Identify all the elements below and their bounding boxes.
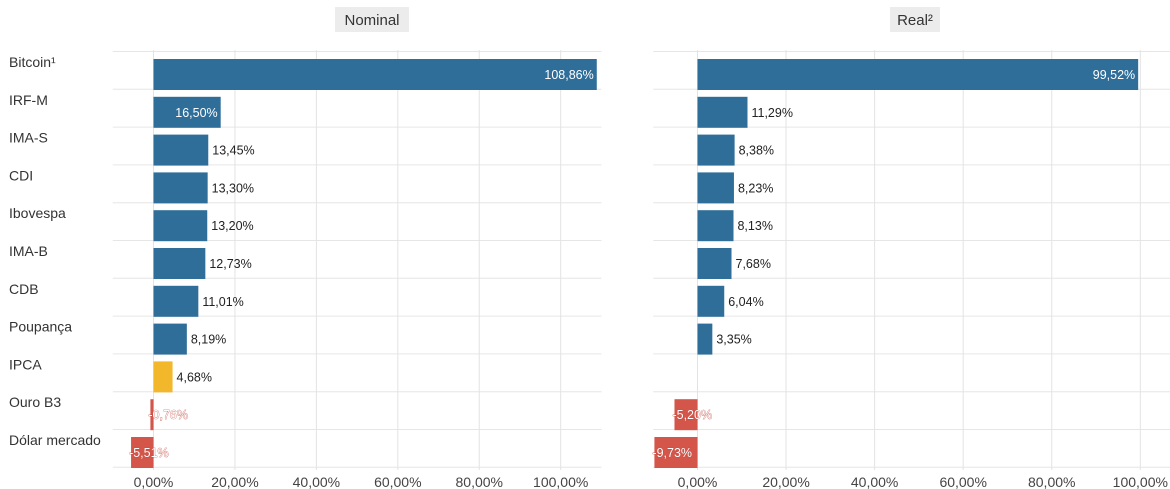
category-label-8: IPCA (9, 356, 42, 372)
data-label-1-9: -5,20% (672, 408, 712, 422)
x-tick-label: 40,00% (851, 474, 898, 489)
data-label-1-2: 8,38% (739, 144, 774, 158)
x-tick-label: 40,00% (293, 474, 340, 489)
bar-1-10 (654, 437, 698, 468)
data-label-0-10: -5,51% (129, 446, 169, 460)
x-tick-label: 100,00% (1113, 474, 1168, 489)
category-label-3: CDI (9, 167, 33, 183)
panel-title-background (890, 7, 940, 32)
data-label-0-6: 11,01% (202, 295, 243, 309)
x-tick-label: 80,00% (456, 474, 503, 489)
data-label-1-10: -9,73% (652, 446, 692, 460)
panel-title: Nominal (344, 12, 399, 29)
category-label-7: Poupança (9, 319, 72, 335)
bar-0-3 (153, 172, 208, 204)
data-label-0-7: 8,19% (191, 333, 226, 347)
data-label-1-1: 11,29% (751, 106, 792, 120)
bar-0-5 (153, 248, 206, 279)
bar-0-9 (150, 399, 154, 431)
bar-0-0 (153, 59, 597, 90)
data-label-1-7: 3,35% (716, 333, 751, 347)
bar-0-8 (153, 361, 173, 393)
x-tick-label: 0,00% (678, 474, 718, 489)
data-label-0-4: 13,20% (211, 219, 253, 233)
bar-1-5 (697, 248, 732, 279)
x-tick-label: 60,00% (939, 474, 986, 489)
data-label-0-8: 4,68% (177, 370, 212, 384)
data-label-1-6: 6,04% (728, 295, 763, 309)
data-label-1-0: 99,52% (1093, 68, 1135, 82)
data-label-1-4: 8,13% (737, 219, 772, 233)
category-label-4: Ibovespa (9, 205, 66, 221)
bar-0-2 (153, 134, 209, 166)
bar-1-7 (697, 323, 713, 355)
x-tick-label: 80,00% (1028, 474, 1075, 489)
category-label-0: Bitcoin¹ (9, 54, 56, 70)
bar-0-6 (153, 285, 199, 317)
data-label-1-3: 8,23% (738, 181, 773, 195)
bar-1-9 (674, 399, 698, 431)
bar-1-4 (697, 210, 734, 242)
x-tick-label: 20,00% (762, 474, 809, 489)
category-label-1: IRF-M (9, 92, 48, 108)
x-tick-label: 0,00% (134, 474, 174, 489)
data-label-0-3: 13,30% (212, 181, 254, 195)
bar-1-6 (697, 285, 725, 317)
data-label-1-5: 7,68% (736, 257, 771, 271)
category-label-5: IMA-B (9, 243, 48, 259)
x-tick-label: 60,00% (374, 474, 421, 489)
bar-0-10 (131, 437, 154, 468)
panel-title-background (335, 7, 409, 32)
data-label-0-0: 108,86% (544, 68, 593, 82)
bar-1-2 (697, 134, 735, 166)
category-label-10: Dólar mercado (9, 432, 101, 448)
bar-0-4 (153, 210, 208, 242)
bar-1-0 (697, 59, 1139, 90)
panel-title: Real² (897, 12, 933, 29)
bar-1-3 (697, 172, 734, 204)
bar-0-7 (153, 323, 187, 355)
category-label-6: CDB (9, 281, 39, 297)
category-label-9: Ouro B3 (9, 394, 61, 410)
x-tick-label: 20,00% (211, 474, 258, 489)
x-tick-label: 100,00% (533, 474, 588, 489)
data-label-0-9: -0,76% (148, 408, 188, 422)
data-label-0-5: 12,73% (209, 257, 251, 271)
category-label-2: IMA-S (9, 130, 48, 146)
bar-0-1 (153, 96, 221, 128)
bar-1-1 (697, 96, 748, 128)
data-label-0-1: 16,50% (175, 106, 217, 120)
data-label-0-2: 13,45% (212, 144, 254, 158)
